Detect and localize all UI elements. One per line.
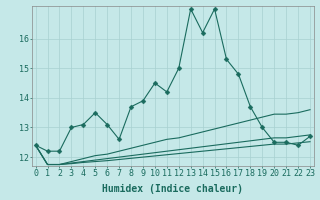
X-axis label: Humidex (Indice chaleur): Humidex (Indice chaleur) [102, 184, 243, 194]
